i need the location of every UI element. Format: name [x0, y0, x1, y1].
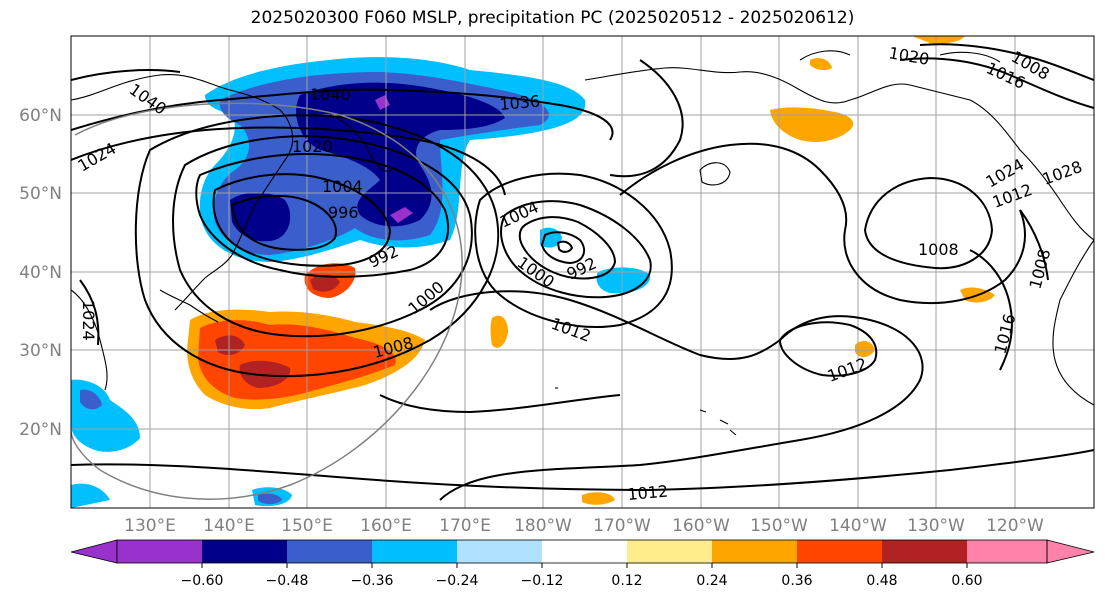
graticule	[71, 36, 1094, 508]
lat-label: 20°N	[19, 420, 62, 440]
colorbar-tick-label: −0.12	[521, 573, 564, 589]
precip-negative-region	[230, 192, 291, 242]
colorbar-tick-label: 0.12	[611, 573, 642, 589]
colorbar-tick-label: −0.48	[266, 573, 309, 589]
lon-label: 150°W	[750, 516, 808, 536]
precip-negative-region	[80, 389, 102, 410]
map-frame	[70, 35, 1095, 509]
lat-label: 40°N	[19, 263, 62, 283]
colorbar-extend-high	[1046, 539, 1095, 564]
colorbar-tick-label: 0.60	[951, 573, 982, 589]
isobar-label: 1024	[79, 300, 98, 341]
precip-positive-region	[582, 492, 615, 505]
precip-positive-region	[912, 36, 965, 44]
lon-label: 150°E	[281, 516, 333, 536]
precip-negative-region	[71, 483, 110, 508]
precip-positive-region	[855, 340, 875, 358]
isobar-label: 996	[328, 203, 359, 222]
great-circle-arc	[71, 102, 463, 500]
precip-positive-region	[810, 57, 832, 71]
lon-label: 170°E	[439, 516, 491, 536]
colorbar-tick-label: 0.36	[781, 573, 812, 589]
lon-label: 180°W	[514, 516, 572, 536]
colorbar-tick-label: −0.24	[436, 573, 479, 589]
colorbar-segment	[117, 540, 202, 563]
lat-label: 30°N	[19, 341, 62, 361]
colorbar-segment	[542, 540, 627, 563]
colorbar-segment	[202, 540, 287, 563]
lon-label: 120°W	[986, 516, 1044, 536]
lat-label: 60°N	[19, 106, 62, 126]
coastlines	[71, 50, 1094, 436]
colorbar-segment	[967, 540, 1047, 563]
colorbar-tick-label: −0.36	[351, 573, 394, 589]
lon-label: 160°E	[360, 516, 412, 536]
lon-label: 160°W	[672, 516, 730, 536]
isobar-label: 1020	[292, 137, 333, 156]
colorbar: −0.60 −0.48 −0.36 −0.24 −0.12 0.12 0.24 …	[70, 539, 1095, 589]
colorbar-segment	[712, 540, 797, 563]
isobar-label: 1004	[322, 177, 363, 196]
isobar-label: 1040	[310, 85, 351, 104]
colorbar-segment	[372, 540, 457, 563]
colorbar-extend-low	[70, 539, 118, 564]
precip-negative-region	[390, 207, 413, 223]
precip-positive-region	[770, 107, 854, 142]
colorbar-tick-label: 0.24	[696, 573, 727, 589]
longitude-labels: 130°E 140°E 150°E 160°E 170°E 180°W 170°…	[124, 516, 1044, 536]
precip-negative-region	[258, 493, 282, 505]
colorbar-segment	[882, 540, 967, 563]
lon-label: 130°E	[124, 516, 176, 536]
colorbar-segment	[457, 540, 542, 563]
latitude-labels: 60°N 50°N 40°N 30°N 20°N	[19, 106, 62, 440]
isobar-label: 1036	[499, 92, 541, 114]
lat-label: 50°N	[19, 184, 62, 204]
mslp-isobars	[71, 43, 1094, 501]
lon-label: 130°W	[907, 516, 965, 536]
colorbar-segment	[627, 540, 712, 563]
map-title: 2025020300 F060 MSLP, precipitation PC (…	[250, 8, 855, 28]
lon-label: 140°W	[829, 516, 887, 536]
precip-positive-region	[310, 274, 340, 292]
colorbar-segment	[287, 540, 372, 563]
isobar-label: 1012	[627, 482, 669, 504]
lon-label: 170°W	[593, 516, 651, 536]
precip-positive-region	[490, 315, 508, 348]
lon-label: 140°E	[203, 516, 255, 536]
colorbar-segment	[797, 540, 882, 563]
isobar-label: 1008	[918, 240, 959, 259]
colorbar-tick-label: −0.60	[181, 573, 224, 589]
precip-positive-region	[239, 360, 291, 388]
colorbar-tick-label: 0.48	[866, 573, 897, 589]
